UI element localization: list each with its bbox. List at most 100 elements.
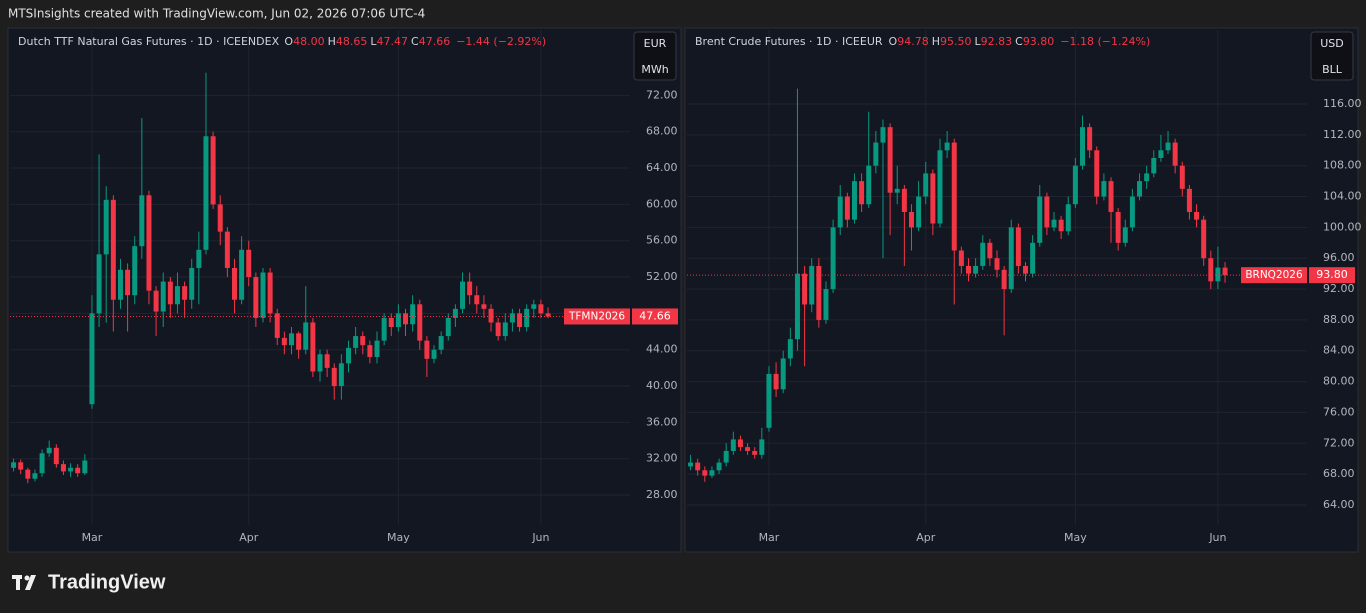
candle-body	[517, 313, 523, 327]
candle-body	[887, 127, 893, 193]
y-tick-label: 72.00	[1323, 436, 1355, 449]
candle-body	[338, 363, 344, 387]
y-tick-label: 64.00	[1323, 498, 1355, 511]
symbol-label-box	[564, 308, 630, 325]
candle-body	[1001, 269, 1007, 290]
x-tick-label: May	[1064, 531, 1087, 544]
candle-body	[46, 447, 52, 454]
candle-body	[353, 336, 359, 348]
chart-title: Brent Crude Futures · 1D · ICEEUR	[695, 35, 883, 48]
candle-body	[873, 142, 879, 166]
candle-body	[1201, 219, 1207, 259]
candle-body	[460, 281, 466, 309]
ohlc-key: O	[889, 35, 898, 48]
candle-body	[488, 308, 494, 323]
candle-body	[794, 273, 800, 340]
candle-body	[346, 347, 351, 364]
candle-body	[816, 265, 822, 320]
candle-body	[695, 462, 701, 471]
candle-body	[1058, 219, 1064, 232]
chart-panel: 64.00 68.00 72.00 76.00 80.00 84.00 88.00 92.00…	[684, 27, 1362, 553]
candle-body	[217, 204, 223, 232]
candle-body	[901, 188, 907, 212]
candle-body	[310, 322, 316, 372]
candle-body	[167, 281, 173, 305]
candle-body	[274, 313, 280, 338]
y-tick-label: 68.00	[1323, 467, 1355, 480]
candle-body	[474, 295, 480, 305]
candle-body	[1208, 258, 1214, 282]
legend-header: Brent Crude Futures · 1D · ICEEUR O94.78 H…	[695, 35, 1150, 48]
candle-body	[239, 249, 245, 300]
chart-panel: 28.00 32.00 36.00 40.00 44.00 48.00 52.00 56.00…	[7, 27, 682, 553]
candle-body	[210, 136, 216, 205]
candle-body	[395, 313, 401, 327]
candle-body	[125, 269, 131, 296]
candle-body	[289, 333, 294, 346]
candle-body	[1179, 165, 1185, 189]
banner: MTSInsights created with TradingView.com…	[8, 7, 425, 21]
candle-body	[1158, 150, 1164, 158]
x-tick-label: Mar	[82, 531, 103, 544]
legend-header: Dutch TTF Natural Gas Futures · 1D · ICE…	[18, 35, 546, 48]
y-tick-label: 100.00	[1323, 220, 1362, 233]
unit-button	[1310, 31, 1354, 81]
candle-body	[68, 467, 74, 472]
candle-body	[916, 196, 922, 228]
ohlc-value: 47.47	[377, 35, 409, 48]
candle-body	[424, 340, 430, 359]
candle-body	[688, 462, 694, 467]
candle-body	[1030, 242, 1036, 274]
y-tick-label: 32.00	[646, 452, 678, 465]
ohlc-value: 93.80	[1023, 35, 1055, 48]
candle-body	[937, 150, 943, 224]
candle-body	[1008, 227, 1014, 290]
candle-body	[1094, 150, 1100, 197]
candle-body	[773, 373, 779, 390]
symbol-label-box	[1241, 267, 1307, 284]
candle-body	[438, 336, 444, 350]
candle-body	[1215, 267, 1221, 282]
chart-title: Dutch TTF Natural Gas Futures · 1D · ICE…	[18, 35, 280, 48]
candle-body	[132, 246, 138, 296]
ohlc-value: 48.00	[293, 35, 325, 48]
ohlc-key: H	[328, 35, 336, 48]
ohlc-key: C	[411, 35, 419, 48]
y-tick-label: 88.00	[1323, 313, 1355, 326]
logo	[12, 575, 36, 590]
candle-body	[410, 304, 416, 325]
candle-body	[189, 267, 195, 300]
candle-body	[709, 470, 715, 476]
candle-body	[160, 281, 166, 312]
x-tick-label: Apr	[916, 531, 936, 544]
candle-body	[203, 136, 209, 250]
candle-body	[944, 142, 950, 151]
candle-body	[1144, 173, 1150, 182]
candle-body	[1080, 127, 1086, 166]
y-tick-label: 52.00	[646, 270, 678, 283]
candle-body	[809, 265, 815, 305]
candle-body	[830, 227, 836, 290]
candle-body	[224, 231, 230, 268]
y-tick-label: 108.00	[1323, 159, 1362, 172]
candle-body	[1065, 204, 1071, 232]
candle-body	[39, 453, 45, 474]
ohlc-key: O	[284, 35, 293, 48]
y-tick-label: 60.00	[646, 197, 678, 210]
x-tick-label: Jun	[531, 531, 549, 544]
candle-body	[766, 373, 772, 428]
candle-body	[481, 304, 487, 309]
candle-body	[360, 336, 366, 346]
candle-body	[730, 439, 736, 451]
candle-body	[1137, 181, 1143, 197]
y-tick-label: 112.00	[1323, 128, 1362, 141]
candle-body	[303, 322, 309, 350]
candle-body	[246, 249, 252, 278]
candle-body	[1051, 219, 1057, 228]
candle-body	[973, 265, 979, 274]
y-tick-label: 68.00	[646, 125, 678, 138]
candle-body	[531, 304, 537, 309]
candle-body	[759, 439, 765, 455]
candle-body	[103, 199, 109, 255]
